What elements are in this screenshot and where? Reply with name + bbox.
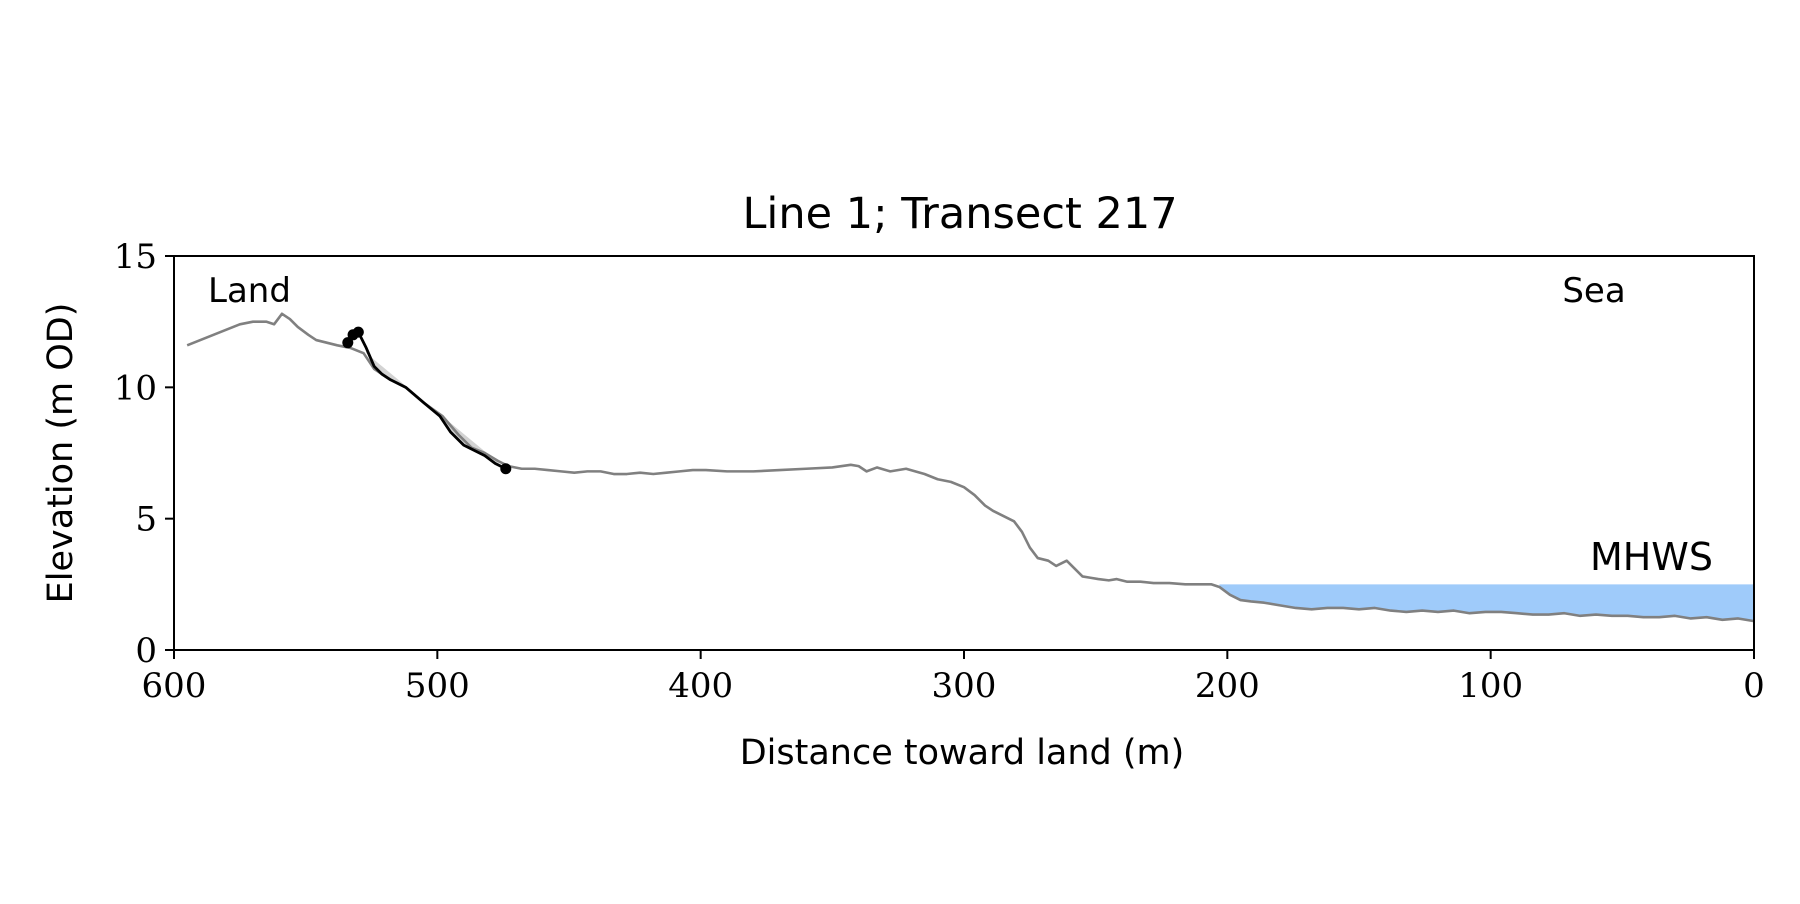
x-tick-label: 600 — [142, 666, 207, 706]
y-axis-label: Elevation (m OD) — [41, 303, 81, 604]
y-tick-label: 15 — [114, 237, 157, 277]
cliff-line — [346, 330, 507, 471]
y-axis-ticks: 0 5 10 15 — [114, 237, 174, 671]
profile-line — [186, 312, 1755, 623]
land-label: Land — [208, 271, 291, 311]
x-tick-label: 100 — [1458, 666, 1523, 706]
sea-area-below-mhws — [1219, 584, 1754, 622]
x-tick-label: 0 — [1743, 666, 1765, 706]
y-tick-label: 5 — [135, 500, 157, 540]
x-axis-label: Distance toward land (m) — [740, 733, 1185, 773]
x-tick-label: 400 — [668, 666, 733, 706]
mhws-label: MHWS — [1590, 535, 1713, 579]
plot-content — [186, 312, 1755, 623]
x-tick-label: 200 — [1195, 666, 1260, 706]
chart-title: Line 1; Transect 217 — [742, 189, 1177, 239]
x-tick-label: 300 — [932, 666, 997, 706]
y-tick-label: 10 — [114, 368, 157, 408]
x-tick-label: 500 — [405, 666, 470, 706]
x-axis-ticks: 600 500 400 300 200 100 0 — [142, 650, 1765, 706]
cliff-point — [342, 337, 354, 349]
y-tick-label: 0 — [135, 631, 157, 671]
cliff-point — [500, 463, 512, 475]
cliff-shade-area — [366, 347, 506, 469]
cliff-point — [352, 326, 364, 338]
sea-label: Sea — [1562, 271, 1625, 311]
